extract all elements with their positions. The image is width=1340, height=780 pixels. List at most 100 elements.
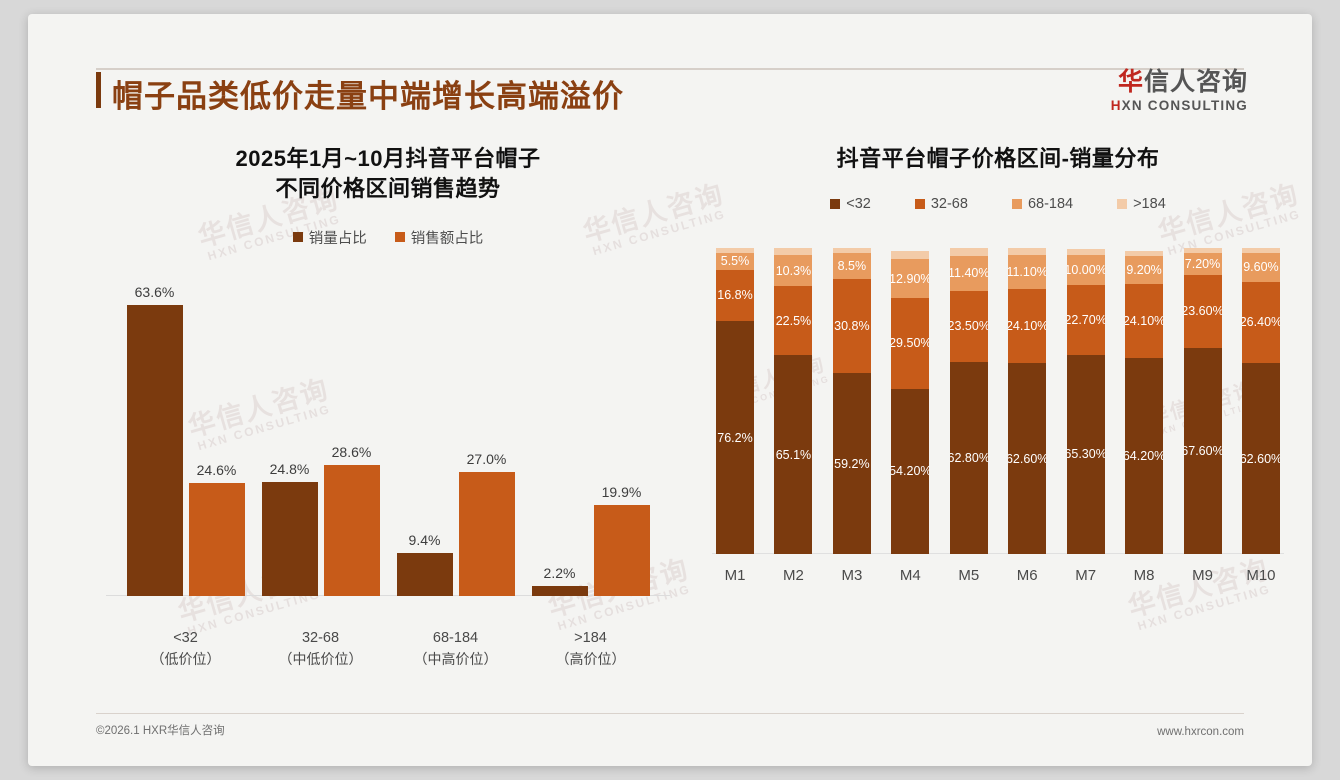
x-tick-sublabel: （低价位） — [150, 651, 221, 668]
left-chart-panel: 2025年1月~10月抖音平台帽子 不同价格区间销售趋势 销量占比 销售额占比 6… — [88, 144, 688, 667]
stack-segment->184: 2.1% — [774, 248, 813, 255]
stack-segment-<32: 59.2% — [832, 373, 871, 555]
footer-website: www.hxrcon.com — [1157, 726, 1244, 738]
x-tick-M2: M2 — [783, 567, 804, 585]
bar-<32-销量占比[interactable]: 63.6% — [126, 284, 183, 596]
legend-item-2[interactable]: 68-184 — [1011, 196, 1074, 213]
bar-value-label: 24.8% — [269, 461, 310, 478]
stack-value-label: 23.50% — [949, 319, 988, 334]
bar-rect — [188, 483, 245, 596]
stack-value-label: 24.10% — [1008, 318, 1047, 333]
stack-value-label: 59.2% — [834, 456, 870, 471]
legend-swatch-icon — [292, 232, 303, 243]
stacked-bar-M4[interactable]: 2.40% 12.90% 29.50% 54.20% — [891, 248, 930, 555]
logo-en-hx: H — [1110, 98, 1122, 113]
left-chart-legend: 销量占比 销售额占比 — [88, 227, 688, 248]
x-tick-M9: M9 — [1192, 567, 1213, 585]
stacked-bar-M2[interactable]: 2.1% 10.3% 22.5% 65.1% — [774, 248, 813, 555]
stack-segment-68-184: 11.10% — [1008, 255, 1047, 290]
stacked-bar-M10[interactable]: 1.40% 9.60% 26.40% 62.60% — [1241, 248, 1280, 555]
legend-label: 68-184 — [1027, 196, 1074, 213]
bar-rect — [458, 472, 515, 596]
x-tick-sublabel: （高价位） — [555, 651, 626, 668]
stack-segment-<32: 76.2% — [716, 321, 754, 555]
stacked-bar-M6[interactable]: 2.20% 11.10% 24.10% 62.60% — [1008, 248, 1047, 555]
x-tick-label: 68-184 — [432, 630, 479, 647]
x-tick-M8: M8 — [1133, 567, 1155, 585]
x-tick-68-184: 68-184 （中高价位） — [397, 628, 515, 669]
bar-group: 2.2% 19.9% — [531, 484, 650, 596]
stack-segment->184: 1.40% — [1241, 248, 1280, 253]
logo-cn-gray: 信人咨询 — [1143, 68, 1248, 96]
stack-segment-68-184: 10.00% — [1066, 254, 1105, 286]
bar-value-label: 27.0% — [466, 451, 507, 468]
footer-copyright: ©2026.1 HXR华信人咨询 — [96, 725, 225, 737]
bar->184-销售额占比[interactable]: 19.9% — [593, 484, 650, 596]
header-divider — [96, 68, 1244, 70]
stack-segment-68-184: 5.5% — [716, 252, 754, 270]
stack-segment-32-68: 24.10% — [1008, 289, 1047, 363]
left-chart-title-line1: 2025年1月~10月抖音平台帽子 — [235, 146, 541, 171]
bar->184-销量占比[interactable]: 2.2% — [531, 565, 588, 596]
stacked-bar-M9[interactable]: 1.60% 7.20% 23.60% 67.60% — [1183, 248, 1222, 555]
bar-group: 24.8% 28.6% — [261, 444, 380, 596]
stack-segment-<32: 67.60% — [1183, 347, 1222, 555]
legend-item-3[interactable]: >184 — [1117, 196, 1166, 212]
stack-segment-32-68: 24.10% — [1125, 284, 1164, 358]
stacked-bar-M1[interactable]: 1.5%5.5% 16.8% 76.2% — [716, 248, 754, 555]
legend-label: 销量占比 — [308, 230, 367, 247]
stack-segment->184: 1.5% — [716, 248, 754, 253]
left-chart-x-axis: <32 （低价位） 32-68 （中低价位） 68-184 （中高价位） >184 （高价位） — [118, 628, 658, 669]
bar-68-184-销量占比[interactable]: 9.4% — [396, 532, 453, 596]
bar-68-184-销售额占比[interactable]: 27.0% — [458, 451, 515, 596]
x-tick-M6: M6 — [1016, 567, 1038, 585]
bar-32-68-销量占比[interactable]: 24.8% — [261, 461, 318, 596]
stacked-bar-M5[interactable]: 2.40% 11.40% 23.50% 62.80% — [949, 248, 988, 555]
stack-value-label: 16.8% — [717, 288, 753, 303]
stack-segment-68-184: 9.20% — [1125, 256, 1164, 285]
legend-item-1[interactable]: 32-68 — [914, 196, 968, 212]
stack-value-label: 65.30% — [1066, 447, 1105, 462]
bar-rect — [531, 585, 588, 596]
bar-group: 9.4% 27.0% — [396, 451, 515, 596]
bar-rect — [593, 504, 650, 596]
stack-value-label: 7.20% — [1184, 257, 1221, 272]
stack-value-label: 64.20% — [1125, 449, 1164, 464]
x-tick-M10: M10 — [1246, 567, 1276, 585]
stack-value-label: 10.00% — [1066, 262, 1105, 277]
bar-rect — [396, 552, 453, 596]
stack-value-label: 10.3% — [775, 263, 812, 278]
footer-divider — [96, 713, 1244, 714]
bar-value-label: 9.4% — [408, 531, 441, 548]
legend-item-1[interactable]: 销售额占比 — [394, 227, 483, 248]
stack-segment-32-68: 30.8% — [832, 278, 871, 374]
x-tick-label: >184 — [574, 630, 607, 647]
stack-value-label: 76.2% — [717, 430, 753, 445]
bar-rect — [126, 304, 183, 596]
bar-32-68-销售额占比[interactable]: 28.6% — [323, 444, 380, 596]
stack-segment->184: 1.5% — [832, 248, 871, 253]
legend-item-0[interactable]: 销量占比 — [292, 227, 367, 248]
x-tick-sublabel: （中高价位） — [413, 651, 498, 668]
bar-value-label: 24.6% — [196, 462, 237, 479]
stacked-bar-M3[interactable]: 1.5% 8.5% 30.8% 59.2% — [832, 248, 871, 555]
stack-segment->184: 2.40% — [949, 248, 988, 256]
stack-value-label: 54.20% — [891, 464, 930, 479]
bar-rect — [323, 464, 380, 596]
left-chart-title-line2: 不同价格区间销售趋势 — [275, 176, 501, 202]
legend-swatch-icon — [1011, 199, 1022, 210]
stack-segment->184: 2.40% — [891, 251, 930, 259]
stacked-bar-M8[interactable]: 1.60% 9.20% 24.10% 64.20% — [1125, 248, 1164, 555]
bar-value-label: 63.6% — [134, 283, 175, 300]
legend-item-0[interactable]: <32 — [830, 196, 871, 212]
stack-value-label: 23.60% — [1183, 304, 1222, 319]
x-tick-label: <32 — [173, 630, 198, 647]
stack-segment-<32: 54.20% — [891, 388, 930, 555]
bar-value-label: 28.6% — [331, 443, 372, 460]
stack-segment-32-68: 16.8% — [716, 269, 754, 322]
bar-<32-销售额占比[interactable]: 24.6% — [188, 462, 245, 596]
stack-value-label: 9.20% — [1126, 263, 1162, 278]
stack-segment-32-68: 22.5% — [774, 286, 813, 356]
stacked-bar-M7[interactable]: 1.90% 10.00% 22.70% 65.30% — [1066, 248, 1105, 555]
